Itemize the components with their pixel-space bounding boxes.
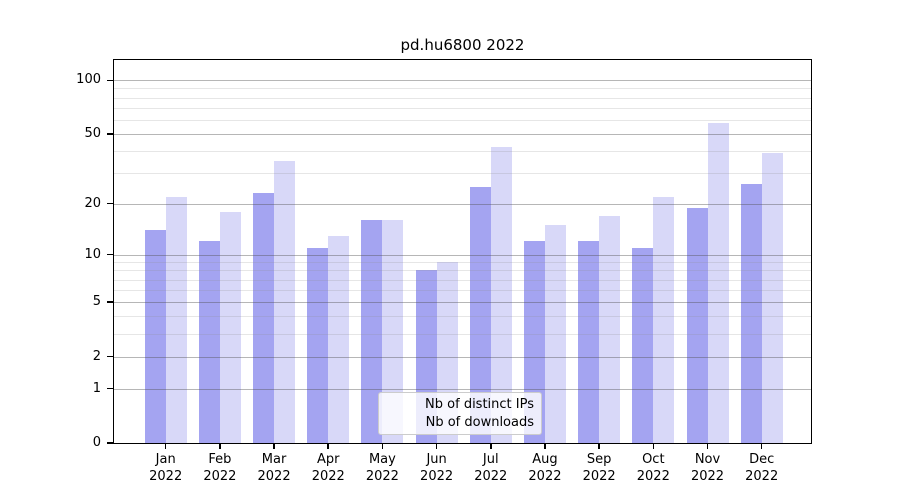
x-tick-label-mar-2022: Mar 2022: [257, 452, 291, 484]
major-gridline-10: [114, 254, 811, 256]
gridlines-layer: [114, 60, 811, 443]
legend-item-downloads: Nb of downloads: [385, 414, 534, 432]
x-tick-label-aug-2022: Aug 2022: [528, 452, 562, 484]
bar-distinct-ips-mar-2022: [253, 193, 275, 443]
y-tick-mark-100: [107, 79, 113, 81]
x-tick-mark-feb-2022: [219, 444, 221, 449]
y-tick-mark-0: [107, 442, 113, 444]
bar-downloads-feb-2022: [219, 211, 241, 443]
minor-gridline-7: [114, 279, 811, 281]
bar-distinct-ips-feb-2022: [198, 241, 220, 443]
legend-swatch-distinct-ips-icon: [385, 400, 413, 410]
bar-downloads-mar-2022: [274, 161, 296, 443]
major-gridline-20: [114, 203, 811, 205]
x-tick-mark-apr-2022: [327, 444, 329, 449]
major-gridline-2: [114, 356, 811, 358]
legend: Nb of distinct IPs Nb of downloads: [378, 392, 542, 435]
legend-swatch-downloads-icon: [385, 417, 413, 427]
minor-gridline-60: [114, 119, 811, 121]
bar-downloads-nov-2022: [707, 122, 729, 443]
x-tick-label-jul-2022: Jul 2022: [474, 452, 508, 484]
x-tick-mark-jun-2022: [435, 444, 438, 449]
y-tick-label-50: 50: [84, 125, 101, 141]
x-tick-mark-aug-2022: [544, 444, 546, 449]
bar-distinct-ips-jan-2022: [144, 230, 166, 443]
minor-gridline-40: [114, 151, 811, 153]
y-tick-mark-50: [107, 133, 113, 135]
major-gridline-5: [114, 302, 811, 304]
legend-item-distinct-ips: Nb of distinct IPs: [385, 396, 534, 414]
x-tick-label-nov-2022: Nov 2022: [690, 452, 725, 484]
x-tick-mark-jan-2022: [164, 444, 167, 449]
x-tick-label-may-2022: May 2022: [365, 452, 399, 484]
bar-distinct-ips-nov-2022: [686, 207, 708, 443]
bar-distinct-ips-dec-2022: [740, 183, 762, 443]
legend-label-distinct-ips: Nb of distinct IPs: [425, 397, 534, 413]
bar-distinct-ips-oct-2022: [632, 247, 654, 443]
x-tick-label-feb-2022: Feb 2022: [203, 452, 237, 484]
minor-gridline-80: [114, 97, 811, 99]
minor-gridline-6: [114, 290, 811, 292]
chart-title: pd.hu6800 2022: [400, 36, 525, 54]
x-tick-mark-may-2022: [381, 444, 384, 449]
x-tick-label-oct-2022: Oct 2022: [636, 452, 670, 484]
minor-gridline-8: [114, 270, 811, 272]
y-tick-mark-10: [107, 253, 113, 256]
y-tick-label-1: 1: [92, 380, 101, 396]
legend-label-downloads: Nb of downloads: [425, 414, 534, 430]
x-tick-label-dec-2022: Dec 2022: [745, 452, 779, 484]
y-tick-label-20: 20: [84, 195, 101, 211]
plot-area: Nb of distinct IPs Nb of downloads: [113, 59, 812, 444]
x-tick-label-apr-2022: Apr 2022: [311, 452, 345, 484]
y-tick-label-0: 0: [92, 435, 101, 450]
bar-downloads-aug-2022: [544, 225, 566, 443]
minor-gridline-70: [114, 107, 811, 109]
major-gridline-100: [114, 80, 811, 82]
minor-gridline-30: [114, 173, 811, 175]
x-tick-mark-nov-2022: [706, 444, 709, 449]
y-tick-label-5: 5: [92, 294, 101, 310]
major-gridline-1: [114, 388, 811, 390]
bar-downloads-sep-2022: [599, 215, 621, 443]
bar-downloads-dec-2022: [761, 153, 783, 443]
plot-border: [113, 59, 812, 444]
y-tick-label-100: 100: [76, 72, 101, 88]
bar-downloads-apr-2022: [328, 235, 350, 443]
x-tick-mark-mar-2022: [273, 444, 275, 449]
x-tick-mark-jul-2022: [490, 444, 492, 449]
x-tick-label-sep-2022: Sep 2022: [582, 452, 616, 484]
x-tick-mark-sep-2022: [598, 444, 600, 449]
y-tick-mark-5: [107, 301, 113, 303]
bar-distinct-ips-sep-2022: [578, 241, 600, 443]
y-tick-mark-2: [107, 355, 113, 358]
minor-gridline-90: [114, 88, 811, 90]
minor-gridline-4: [114, 316, 811, 318]
x-tick-mark-oct-2022: [652, 444, 655, 449]
x-tick-label-jun-2022: Jun 2022: [420, 452, 454, 484]
x-tick-mark-dec-2022: [760, 444, 763, 449]
major-gridline-50: [114, 133, 811, 135]
bars-layer: [114, 60, 811, 443]
y-tick-mark-20: [107, 202, 113, 205]
minor-gridline-9: [114, 262, 811, 264]
y-tick-label-10: 10: [84, 246, 101, 262]
bar-downloads-jan-2022: [165, 196, 187, 443]
x-tick-label-jan-2022: Jan 2022: [149, 452, 183, 484]
minor-gridline-3: [114, 334, 811, 336]
bar-downloads-oct-2022: [653, 196, 675, 443]
bar-distinct-ips-apr-2022: [307, 247, 329, 443]
y-tick-label-2: 2: [92, 348, 101, 364]
y-tick-mark-1: [107, 387, 113, 390]
